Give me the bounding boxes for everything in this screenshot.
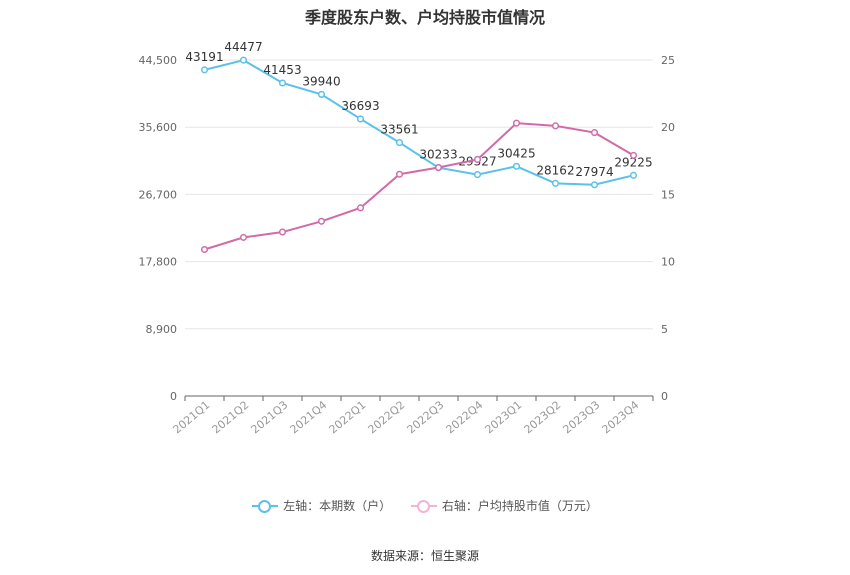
y-right-tick-label: 20 <box>661 121 675 134</box>
y-right-tick-label: 25 <box>661 54 675 67</box>
data-point-avg-value <box>629 151 638 159</box>
legend-item-households[interactable]: 左轴：本期数（户） <box>252 497 391 514</box>
data-point-avg-value <box>551 122 560 130</box>
x-tick-label: 2022Q1 <box>327 398 369 436</box>
x-tick-label: 2021Q4 <box>288 398 330 436</box>
data-label-households: 30233 <box>419 148 457 162</box>
legend-swatch-avg-value <box>410 499 437 513</box>
y-left-tick-label: 8,900 <box>146 323 178 336</box>
data-point-households <box>200 66 209 74</box>
data-point-avg-value <box>356 204 365 212</box>
x-tick-label: 2022Q4 <box>444 398 486 436</box>
data-point-avg-value <box>317 217 326 225</box>
legend-label-households: 左轴：本期数（户） <box>283 499 392 513</box>
data-point-households <box>317 90 326 98</box>
legend: 左轴：本期数（户） 右轴：户均持股市值（万元） <box>0 497 850 516</box>
y-left-tick-label: 26,700 <box>139 188 178 201</box>
source-note: 数据来源：恒生聚源 <box>370 549 479 563</box>
data-point-households <box>590 181 599 189</box>
data-point-avg-value <box>200 245 209 254</box>
y-right-tick-label: 0 <box>661 390 668 403</box>
y-left-tick-label: 17,800 <box>139 256 178 269</box>
data-point-avg-value <box>473 155 482 164</box>
y-right-tick-label: 5 <box>661 323 668 336</box>
data-label-households: 29225 <box>614 155 652 169</box>
data-label-households: 43191 <box>185 50 223 64</box>
data-point-avg-value <box>395 170 404 178</box>
data-point-households <box>395 139 404 147</box>
data-point-households <box>239 56 248 64</box>
legend-swatch-households <box>252 499 279 513</box>
data-point-avg-value <box>434 163 443 172</box>
data-label-households: 36693 <box>341 99 379 113</box>
data-point-households <box>356 115 365 123</box>
data-point-households <box>551 179 560 187</box>
data-point-avg-value <box>512 119 521 127</box>
series-line-avg-value <box>204 122 635 251</box>
data-point-households <box>473 171 482 179</box>
x-tick-label: 2021Q3 <box>249 398 291 436</box>
data-point-avg-value <box>590 129 599 137</box>
y-left-tick-label: 0 <box>170 390 177 403</box>
legend-label-avg-value: 右轴：户均持股市值（万元） <box>441 499 598 513</box>
chart-title: 季度股东户数、户均持股市值情况 <box>304 8 545 27</box>
x-tick-label: 2023Q1 <box>483 398 525 436</box>
data-label-households: 41453 <box>263 63 301 77</box>
x-tick-label: 2023Q3 <box>561 398 603 436</box>
data-point-avg-value <box>239 233 248 241</box>
x-tick-label: 2022Q3 <box>405 398 447 436</box>
data-label-households: 27974 <box>575 165 613 179</box>
data-label-households: 44477 <box>224 40 262 54</box>
data-label-households: 33561 <box>380 123 418 137</box>
x-tick-label: 2022Q2 <box>366 398 408 436</box>
x-tick-label: 2023Q4 <box>600 398 642 436</box>
data-label-households: 28162 <box>536 163 574 177</box>
data-point-households <box>629 171 638 179</box>
x-tick-label: 2021Q1 <box>171 398 213 436</box>
data-point-households <box>278 79 287 87</box>
y-right-tick-label: 10 <box>661 256 675 269</box>
series-line-households <box>204 59 634 186</box>
y-right-tick-label: 15 <box>661 188 675 201</box>
y-left-tick-label: 44,500 <box>139 54 178 67</box>
x-tick-label: 2023Q2 <box>522 398 564 436</box>
data-label-households: 39940 <box>302 74 340 88</box>
x-tick-label: 2021Q2 <box>210 398 252 436</box>
legend-item-avg-value[interactable]: 右轴：户均持股市值（万元） <box>410 497 598 514</box>
data-point-avg-value <box>278 228 287 236</box>
y-left-tick-label: 35,600 <box>139 121 178 134</box>
data-point-households <box>512 162 521 170</box>
data-label-households: 30425 <box>497 146 535 160</box>
